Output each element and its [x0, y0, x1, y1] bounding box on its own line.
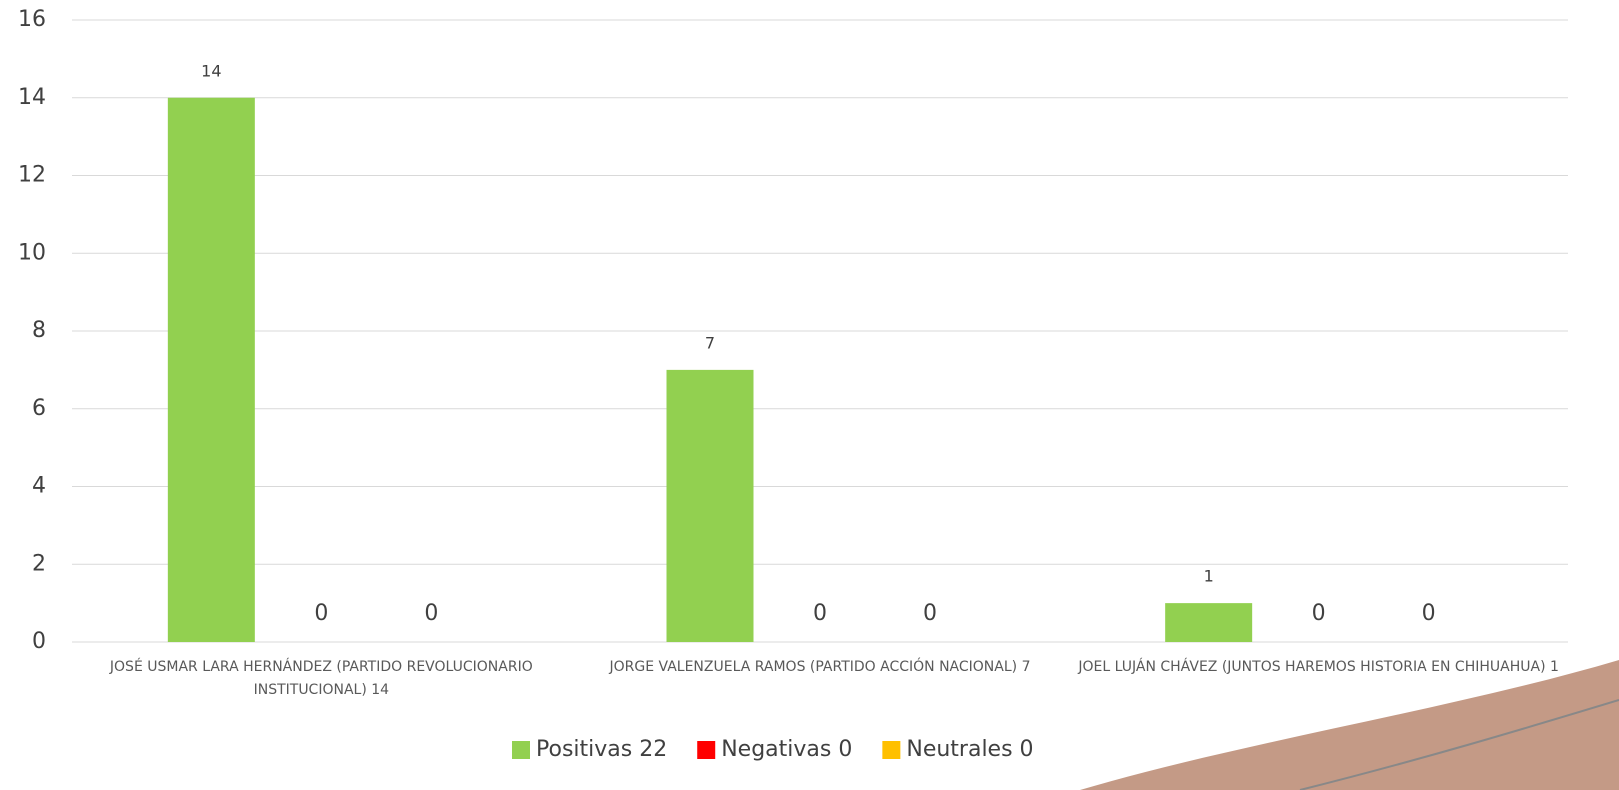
y-tick-label: 4 — [32, 474, 46, 499]
y-tick-label: 16 — [18, 7, 46, 32]
y-tick-label: 2 — [32, 551, 46, 576]
data-label: 0 — [1422, 601, 1436, 626]
data-label: 7 — [705, 333, 715, 352]
y-tick-label: 14 — [18, 85, 46, 110]
bar — [1165, 603, 1253, 642]
y-tick-label: 12 — [18, 163, 46, 188]
data-label: 0 — [424, 601, 438, 626]
data-label: 1 — [1204, 567, 1214, 586]
data-label: 0 — [813, 601, 827, 626]
legend-label: Negativas 0 — [721, 737, 852, 762]
data-label: 0 — [314, 601, 328, 626]
x-tick-label: JOEL LUJÁN CHÁVEZ (JUNTOS HAREMOS HISTOR… — [1078, 659, 1559, 675]
legend-label: Neutrales 0 — [906, 737, 1033, 762]
y-tick-label: 8 — [32, 318, 46, 343]
decor-swoosh — [1080, 660, 1619, 790]
data-label: 0 — [1312, 601, 1326, 626]
legend-swatch — [512, 741, 530, 759]
legend-label: Positivas 22 — [536, 737, 667, 762]
y-tick-label: 0 — [32, 629, 46, 654]
legend-swatch — [697, 741, 716, 759]
x-tick-label: JORGE VALENZUELA RAMOS (PARTIDO ACCIÓN N… — [609, 659, 1031, 675]
bar — [666, 369, 754, 642]
x-tick-label: JOSÉ USMAR LARA HERNÁNDEZ (PARTIDO REVOL… — [109, 659, 533, 698]
legend-swatch — [882, 741, 901, 759]
y-tick-label: 6 — [32, 396, 46, 421]
data-label: 0 — [923, 601, 937, 626]
y-tick-label: 10 — [18, 240, 46, 265]
bar — [167, 97, 255, 642]
data-label: 14 — [201, 61, 221, 80]
decor-line — [1299, 699, 1619, 790]
